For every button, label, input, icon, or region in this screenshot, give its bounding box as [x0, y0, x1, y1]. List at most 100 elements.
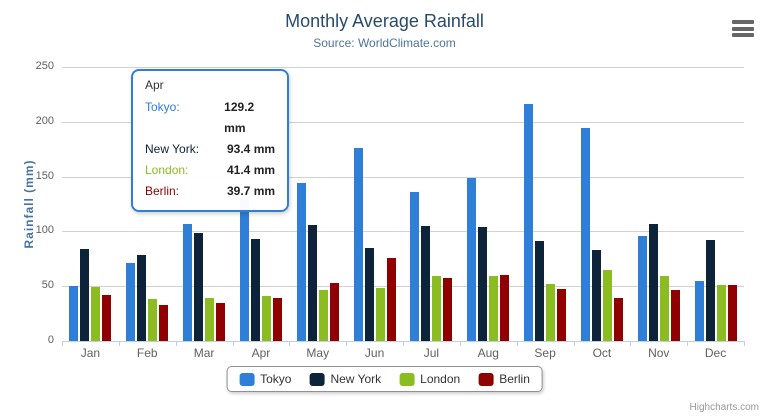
bar-tokyo-aug[interactable]: [467, 178, 477, 341]
x-axis-label: Feb: [136, 346, 158, 360]
bar-london-apr[interactable]: [261, 295, 271, 341]
legend-label: Berlin: [499, 372, 530, 386]
tooltip-series-name: Tokyo:: [145, 100, 180, 114]
bar-london-oct[interactable]: [602, 269, 612, 341]
x-axis-label: Nov: [648, 346, 670, 360]
bar-london-aug[interactable]: [489, 275, 499, 341]
legend-label: London: [420, 372, 461, 386]
tooltip-row-berlin: Berlin: 39.7 mm: [145, 181, 277, 202]
gridline: [62, 67, 744, 68]
bar-london-feb[interactable]: [148, 298, 158, 341]
x-axis-tick: [459, 341, 461, 346]
bar-tokyo-oct[interactable]: [580, 128, 590, 341]
y-axis-title: Rainfall (mm): [22, 159, 36, 249]
bar-new-york-oct[interactable]: [591, 249, 601, 341]
export-menu-button[interactable]: [732, 20, 754, 37]
bar-berlin-jul[interactable]: [443, 278, 453, 341]
bar-london-dec[interactable]: [716, 284, 726, 341]
bar-berlin-may[interactable]: [329, 283, 339, 341]
bar-berlin-dec[interactable]: [727, 285, 737, 341]
bar-new-york-sep[interactable]: [535, 241, 545, 341]
tooltip-series-value: 93.4 mm: [227, 142, 276, 156]
x-axis-label: Jan: [80, 346, 101, 360]
legend-label: New York: [330, 372, 382, 386]
bar-tokyo-jan[interactable]: [69, 286, 79, 341]
legend-symbol-icon: [399, 372, 415, 386]
bar-berlin-jun[interactable]: [386, 258, 396, 341]
bar-group-feb: [119, 254, 176, 341]
legend-item-berlin[interactable]: Berlin: [478, 372, 530, 386]
bar-london-jan[interactable]: [91, 287, 101, 341]
bar-tokyo-dec[interactable]: [694, 281, 704, 341]
hamburger-menu-icon: [732, 20, 754, 24]
bar-group-sep: [517, 103, 574, 341]
x-axis-label: Jul: [423, 346, 440, 360]
x-axis-label: Dec: [704, 346, 727, 360]
hamburger-menu-icon: [732, 26, 754, 31]
bar-new-york-nov[interactable]: [648, 224, 658, 341]
legend-item-tokyo[interactable]: Tokyo: [239, 372, 291, 386]
legend-item-new-york[interactable]: New York: [309, 372, 381, 386]
bar-london-nov[interactable]: [659, 276, 669, 341]
x-axis-tick: [630, 341, 632, 346]
chart-title: Monthly Average Rainfall: [285, 11, 484, 31]
bar-berlin-aug[interactable]: [500, 274, 510, 341]
bar-new-york-feb[interactable]: [137, 254, 147, 341]
highcharts-credits-link[interactable]: Highcharts.com: [689, 402, 759, 413]
bar-london-jul[interactable]: [432, 276, 442, 341]
bar-group-jun: [346, 148, 403, 341]
y-axis-label: 100: [35, 224, 54, 237]
x-axis-label: May: [306, 346, 330, 360]
x-axis-tick: [346, 341, 348, 346]
bar-group-nov: [630, 224, 687, 341]
tooltip-series-value: 41.4 mm: [227, 163, 276, 177]
bar-berlin-jan[interactable]: [102, 294, 112, 341]
x-axis-tick: [232, 341, 234, 346]
x-axis-label: Oct: [592, 346, 612, 360]
x-axis-tick: [289, 341, 291, 346]
bar-tokyo-jun[interactable]: [353, 148, 363, 341]
bar-new-york-jan[interactable]: [80, 249, 90, 341]
bar-tokyo-may[interactable]: [296, 183, 306, 341]
bar-new-york-jul[interactable]: [421, 225, 431, 341]
legend-item-london[interactable]: London: [399, 372, 460, 386]
gridline: [62, 176, 744, 178]
bar-new-york-mar[interactable]: [194, 233, 204, 341]
bar-group-apr: [233, 199, 290, 341]
bar-tokyo-sep[interactable]: [524, 103, 534, 341]
bar-group-may: [289, 183, 346, 341]
bar-new-york-aug[interactable]: [478, 226, 488, 341]
bar-london-mar[interactable]: [205, 297, 215, 341]
bar-berlin-sep[interactable]: [557, 288, 567, 341]
bar-london-may[interactable]: [318, 289, 328, 341]
tooltip-series-value: 129.2 mm: [224, 100, 255, 135]
bar-tokyo-feb[interactable]: [126, 262, 136, 341]
bar-berlin-nov[interactable]: [670, 289, 680, 341]
bar-tokyo-jul[interactable]: [410, 192, 420, 341]
bar-berlin-mar[interactable]: [216, 303, 226, 341]
bar-group-jan: [62, 249, 119, 341]
gridline: [62, 286, 744, 288]
x-axis-label: Aug: [477, 346, 499, 360]
bar-tokyo-mar[interactable]: [183, 224, 193, 341]
bar-new-york-may[interactable]: [307, 224, 317, 341]
bar-new-york-jun[interactable]: [364, 248, 374, 341]
tooltip: Apr Tokyo: 129.2 mm New York: 93.4 mm London…: [131, 69, 289, 212]
legend: Tokyo New York London Berlin: [226, 366, 543, 392]
y-axis-label: 200: [35, 114, 54, 127]
bar-tokyo-nov[interactable]: [637, 236, 647, 341]
x-axis-tick: [118, 341, 120, 346]
tooltip-series-value: 39.7 mm: [227, 184, 276, 198]
y-axis-label: 50: [41, 279, 54, 292]
tooltip-row-tokyo: Tokyo: 129.2 mm: [145, 97, 277, 139]
bar-berlin-feb[interactable]: [159, 304, 169, 341]
tooltip-series-name: Berlin:: [145, 184, 180, 198]
bar-london-jun[interactable]: [375, 288, 385, 341]
bar-berlin-oct[interactable]: [613, 298, 623, 341]
bar-new-york-apr[interactable]: [250, 238, 260, 341]
bar-tokyo-apr[interactable]: [239, 199, 249, 341]
bar-london-sep[interactable]: [546, 283, 556, 341]
bar-berlin-apr[interactable]: [272, 297, 282, 341]
tooltip-series-name: New York:: [145, 142, 200, 156]
bar-new-york-dec[interactable]: [705, 239, 715, 341]
